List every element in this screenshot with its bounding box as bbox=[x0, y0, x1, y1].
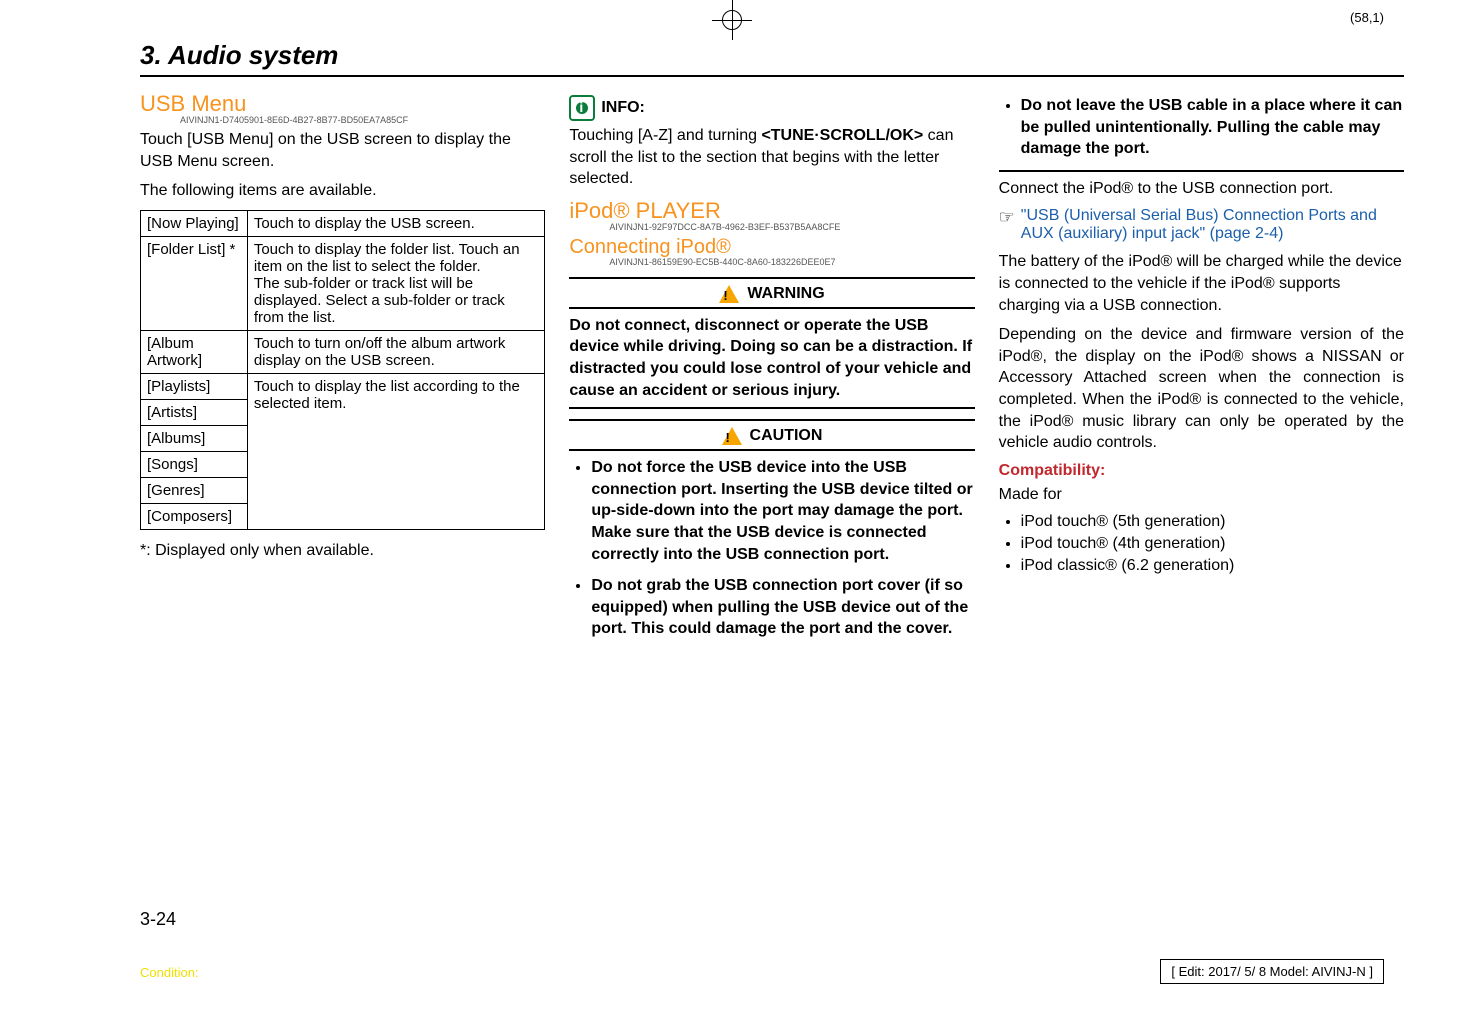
usb-menu-heading: USB Menu bbox=[140, 91, 545, 117]
title-rule bbox=[140, 75, 1404, 77]
table-cell-key: [Now Playing] bbox=[141, 210, 248, 236]
table-cell-val: Touch to display the list according to t… bbox=[247, 373, 545, 529]
usb-menu-intro-1: Touch [USB Menu] on the USB screen to di… bbox=[140, 129, 545, 172]
caution-title: CAUTION bbox=[750, 427, 823, 445]
table-cell-key: [Album Artwork] bbox=[141, 330, 248, 373]
info-text-bold: <TUNE·SCROLL/OK> bbox=[761, 127, 923, 144]
ipod-player-heading: iPod® PLAYER bbox=[569, 198, 974, 224]
caution-item: Do not force the USB device into the USB… bbox=[591, 457, 974, 565]
chapter-title: 3. Audio system bbox=[140, 40, 1404, 71]
column-2: INFO: Touching [A-Z] and turning <TUNE·S… bbox=[569, 91, 974, 650]
page-marker: (58,1) bbox=[1350, 10, 1384, 25]
warning-box: ! WARNING Do not connect, disconnect or … bbox=[569, 277, 974, 409]
condition-label: Condition: bbox=[140, 965, 199, 980]
column-3: Do not leave the USB cable in a place wh… bbox=[999, 91, 1404, 650]
table-cell-key: [Albums] bbox=[141, 425, 248, 451]
ipod-player-code: AIVINJN1-92F97DCC-8A7B-4962-B3EF-B537B5A… bbox=[609, 222, 974, 232]
compatibility-list: iPod touch® (5th generation) iPod touch®… bbox=[999, 513, 1404, 575]
caution-rule-bottom bbox=[999, 170, 1404, 172]
table-cell-key: [Songs] bbox=[141, 451, 248, 477]
made-for-label: Made for bbox=[999, 484, 1404, 506]
compatibility-heading: Compatibility: bbox=[999, 462, 1404, 480]
reference-link[interactable]: "USB (Universal Serial Bus) Connection P… bbox=[1021, 207, 1404, 243]
caution-icon: ! bbox=[722, 427, 742, 445]
table-cell-val: Touch to display the USB screen. bbox=[247, 210, 545, 236]
table-cell-key: [Composers] bbox=[141, 503, 248, 529]
list-item: iPod classic® (6.2 generation) bbox=[1021, 557, 1404, 575]
usb-menu-code: AIVINJN1-D7405901-8E6D-4B27-8B77-BD50EA7… bbox=[180, 115, 545, 125]
edit-info-box: [ Edit: 2017/ 5/ 8 Model: AIVINJ-N ] bbox=[1160, 959, 1384, 984]
connecting-ipod-heading: Connecting iPod® bbox=[569, 236, 974, 259]
caution-box: ! CAUTION Do not force the USB device in… bbox=[569, 419, 974, 640]
usb-menu-intro-2: The following items are available. bbox=[140, 180, 545, 202]
table-cell-val: Touch to turn on/off the album artwork d… bbox=[247, 330, 545, 373]
usb-menu-note: *: Displayed only when available. bbox=[140, 540, 545, 562]
column-1: USB Menu AIVINJN1-D7405901-8E6D-4B27-8B7… bbox=[140, 91, 545, 650]
table-cell-val: Touch to display the folder list. Touch … bbox=[247, 236, 545, 330]
info-text-a: Touching [A-Z] and turning bbox=[569, 127, 761, 144]
table-cell-key: [Playlists] bbox=[141, 373, 248, 399]
table-row: [Folder List] * Touch to display the fol… bbox=[141, 236, 545, 330]
list-item: iPod touch® (4th generation) bbox=[1021, 535, 1404, 553]
warning-rule-bottom bbox=[569, 407, 974, 409]
connecting-ipod-code: AIVINJN1-86159E90-EC5B-440C-8A60-183226D… bbox=[609, 257, 974, 267]
info-text: Touching [A-Z] and turning <TUNE·SCROLL/… bbox=[569, 125, 974, 190]
info-block: INFO: bbox=[569, 95, 974, 121]
ipod-battery-text: The battery of the iPod® will be charged… bbox=[999, 251, 1404, 316]
warning-title: WARNING bbox=[747, 285, 824, 303]
warning-rule-top bbox=[569, 277, 974, 279]
caution-rule-mid bbox=[569, 449, 974, 451]
table-row: [Album Artwork] Touch to turn on/off the… bbox=[141, 330, 545, 373]
connect-ipod-text: Connect the iPod® to the USB connection … bbox=[999, 178, 1404, 200]
table-row: [Now Playing] Touch to display the USB s… bbox=[141, 210, 545, 236]
caution-rule-top bbox=[569, 419, 974, 421]
caution-item: Do not grab the USB connection port cove… bbox=[591, 575, 974, 640]
warning-rule-mid bbox=[569, 307, 974, 309]
list-item: iPod touch® (5th generation) bbox=[1021, 513, 1404, 531]
page-number: 3-24 bbox=[140, 909, 176, 930]
table-cell-key: [Artists] bbox=[141, 399, 248, 425]
info-label: INFO: bbox=[601, 99, 645, 117]
table-cell-key: [Folder List] * bbox=[141, 236, 248, 330]
ipod-firmware-text: Depending on the device and firmware ver… bbox=[999, 324, 1404, 454]
warning-body: Do not connect, disconnect or operate th… bbox=[569, 315, 974, 401]
table-cell-key: [Genres] bbox=[141, 477, 248, 503]
cross-reference: ☞ "USB (Universal Serial Bus) Connection… bbox=[999, 207, 1404, 243]
usb-menu-table: [Now Playing] Touch to display the USB s… bbox=[140, 210, 545, 530]
hand-pointer-icon: ☞ bbox=[999, 207, 1015, 228]
caution-item-cont: Do not leave the USB cable in a place wh… bbox=[1021, 95, 1404, 160]
table-row: [Playlists] Touch to display the list ac… bbox=[141, 373, 545, 399]
warning-icon: ! bbox=[719, 285, 739, 303]
info-icon bbox=[569, 95, 595, 121]
